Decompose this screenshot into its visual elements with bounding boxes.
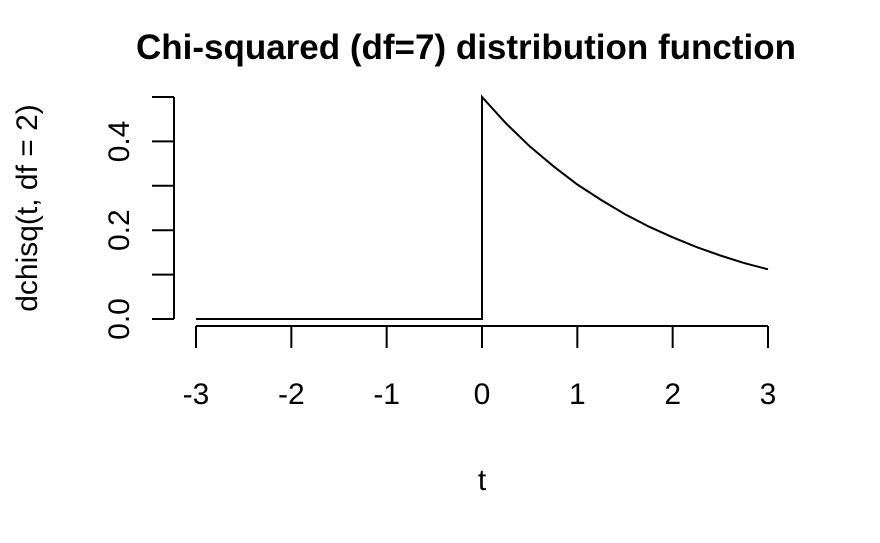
x-tick-label: -3	[183, 378, 210, 411]
series-group	[196, 94, 769, 320]
x-tick-label: 1	[569, 378, 586, 411]
y-axis: 0.0 0.2 0.4	[103, 96, 175, 340]
y-tick-label: 0.4	[103, 121, 136, 163]
x-tick-label: 0	[474, 378, 491, 411]
x-tick-label: 2	[664, 378, 681, 411]
x-axis-label: t	[478, 464, 487, 497]
x-tick-label: -1	[373, 378, 400, 411]
chart-title: Chi-squared (df=7) distribution function	[136, 28, 796, 67]
y-tick-label: 0.2	[103, 209, 136, 251]
series-line	[196, 94, 769, 320]
x-axis: -3 -2 -1 0 1 2 3	[183, 325, 777, 411]
y-axis-label: dchisq(t, df = 2)	[11, 104, 44, 312]
x-tick-label: -2	[278, 378, 305, 411]
x-tick-label: 3	[760, 378, 777, 411]
y-tick-label: 0.0	[103, 298, 136, 340]
